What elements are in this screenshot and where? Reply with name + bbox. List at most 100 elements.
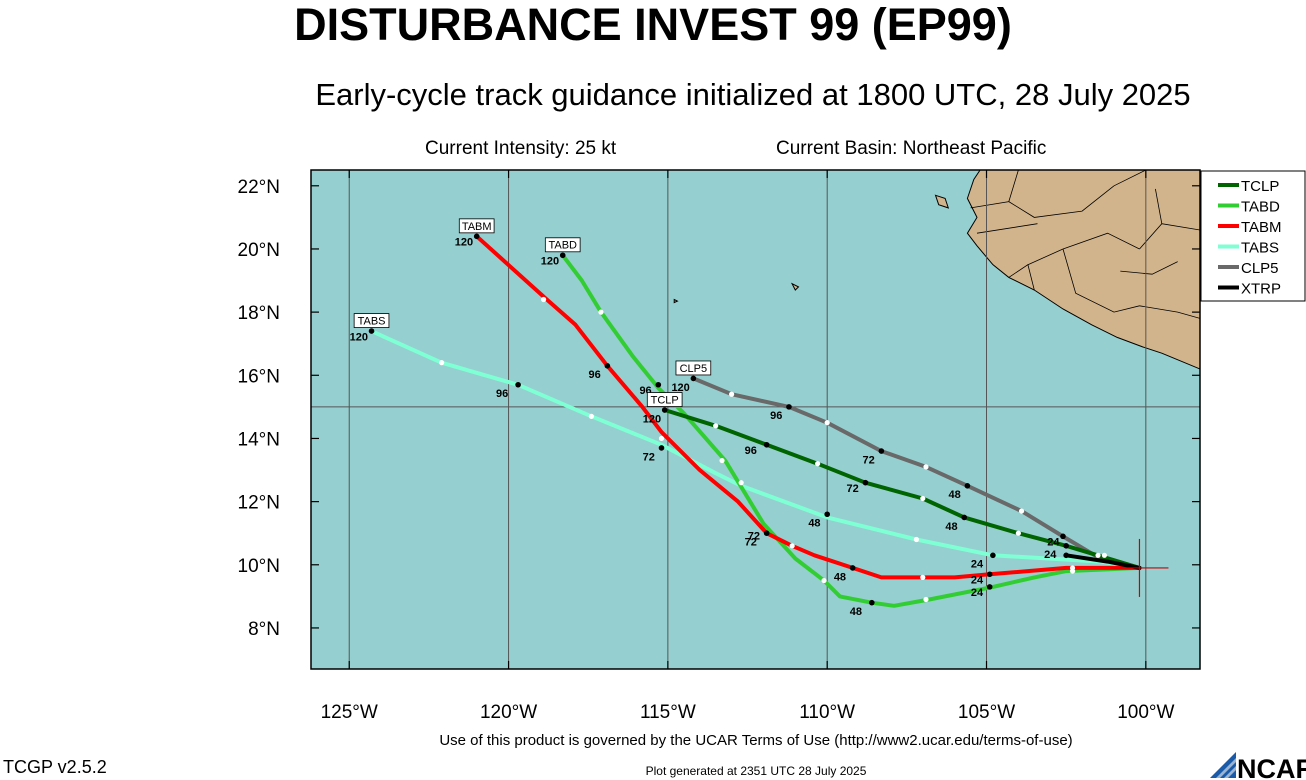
land-isla-socorro xyxy=(790,282,800,291)
forecast-hour-label: 120 xyxy=(455,237,473,249)
model-tag-clp5: CLP5 xyxy=(680,363,708,375)
track-map: 244896120TABS24487296120TABD244872729612… xyxy=(238,169,1306,723)
forecast-hour-label: 120 xyxy=(350,331,368,343)
legend: TCLP TABD TABM TABS CLP5 XTRP xyxy=(1200,170,1306,302)
track-point-tclp xyxy=(862,479,869,486)
track-point-tabs xyxy=(1101,552,1108,558)
y-tick-label: 16°N xyxy=(238,366,280,387)
map-content: 244896120TABS24487296120TABD244872729612… xyxy=(310,169,1201,670)
track-point-clp5 xyxy=(690,375,697,382)
page-subtitle: Early-cycle track guidance initialized a… xyxy=(0,78,1306,112)
forecast-hour-label: 48 xyxy=(945,521,957,533)
track-point-tabm xyxy=(920,574,926,581)
forecast-hour-label: 72 xyxy=(748,530,760,542)
forecast-hour-label: 120 xyxy=(671,382,689,394)
track-point-tabs xyxy=(439,360,445,366)
track-xtrp xyxy=(1064,553,1142,570)
forecast-hour-label: 24 xyxy=(971,574,984,586)
track-point-clp5 xyxy=(964,483,971,489)
track-point-tabd xyxy=(869,599,875,606)
y-tick-label: 10°N xyxy=(238,556,280,577)
forecast-hour-label: 48 xyxy=(949,489,961,501)
legend-box xyxy=(1200,170,1306,302)
track-point-tabs xyxy=(368,328,375,334)
track-point-tabd xyxy=(655,381,662,388)
state-border xyxy=(1008,185,1115,218)
y-tick-label: 12°N xyxy=(238,493,280,514)
x-tick-label: 100°W xyxy=(1117,702,1174,723)
track-point-tclp xyxy=(713,423,719,429)
y-tick-label: 18°N xyxy=(238,303,280,324)
forecast-hour-label: 48 xyxy=(834,571,846,583)
map-axes: 125°W 120°W 115°W 110°W 105°W 100°W 8°N 10°N 12°… xyxy=(238,170,1200,723)
track-point-clp5 xyxy=(824,420,830,426)
legend-label-tabd: TABD xyxy=(1241,199,1280,216)
forecast-hour-label: 48 xyxy=(808,518,820,530)
ncar-logo-mark xyxy=(1210,752,1236,778)
track-point-tabm xyxy=(658,445,665,451)
track-point-clp5 xyxy=(1095,552,1101,558)
x-tick-label: 105°W xyxy=(958,702,1015,723)
track-point-tclp xyxy=(661,407,668,413)
forecast-hour-label: 48 xyxy=(850,606,862,618)
model-tag-tabd: TABD xyxy=(548,240,577,252)
track-point-tabd xyxy=(719,457,725,464)
track-point-tabd xyxy=(821,577,827,584)
terms-of-use: Use of this product is governed by the U… xyxy=(439,732,1073,749)
track-point-tabm xyxy=(1069,565,1076,571)
forecast-hour-label: 96 xyxy=(496,388,508,400)
x-tick-label: 115°W xyxy=(640,702,696,723)
track-point-tclp xyxy=(961,514,968,521)
track-point-clp5 xyxy=(729,391,735,397)
generated-timestamp: Plot generated at 2351 UTC 28 July 2025 xyxy=(645,764,867,778)
track-point-tabm xyxy=(658,435,665,442)
forecast-hour-label: 24 xyxy=(971,559,984,571)
y-tick-label: 22°N xyxy=(238,177,280,198)
forecast-hour-label: 72 xyxy=(745,537,757,549)
ncar-logo: NCAR xyxy=(1210,752,1306,780)
forecast-hour-label: 96 xyxy=(770,410,782,422)
track-point-tabm xyxy=(849,565,856,571)
current-basin: Current Basin: Northeast Pacific xyxy=(776,138,1047,159)
track-point-tclp xyxy=(920,495,926,502)
track-point-tabs xyxy=(913,536,920,543)
track-point-tclp xyxy=(763,441,770,448)
forecast-hour-label: 24 xyxy=(971,587,984,599)
model-tag-box xyxy=(544,237,581,253)
track-tclp xyxy=(662,408,1142,570)
track-point-clp5 xyxy=(923,464,929,470)
x-tick-label: 120°W xyxy=(480,702,537,723)
y-tick-label: 14°N xyxy=(238,429,280,450)
current-intensity: Current Intensity: 25 kt xyxy=(425,138,617,159)
track-point-tabm xyxy=(789,543,795,549)
track-point-clp5 xyxy=(786,404,792,410)
track-point-tabm xyxy=(541,296,547,303)
track-point-tabd xyxy=(598,309,604,315)
track-tabd xyxy=(560,253,1142,608)
track-point-xtrp xyxy=(1063,552,1069,559)
state-border xyxy=(976,223,1038,234)
track-point-tabm xyxy=(986,571,993,578)
track-point-tabd xyxy=(986,584,993,590)
state-border xyxy=(1139,305,1200,319)
model-tag-box xyxy=(353,313,390,328)
track-point-tclp xyxy=(815,461,821,467)
model-tag-tabm: TABM xyxy=(462,221,492,233)
forecast-hour-label: 24 xyxy=(1044,549,1057,561)
legend-label-tabm: TABM xyxy=(1241,219,1282,236)
forecast-hour-label: 96 xyxy=(745,445,757,457)
track-tabm xyxy=(474,234,1142,580)
x-tick-label: 125°W xyxy=(321,702,378,723)
forecast-hour-label: 72 xyxy=(862,454,874,466)
map-layers: 244896120TABS24487296120TABD244872729612… xyxy=(311,170,1200,669)
tracks: 244896120TABS24487296120TABD244872729612… xyxy=(350,218,1142,618)
track-point-tabs xyxy=(515,381,521,388)
legend-label-tabs: TABS xyxy=(1241,240,1279,257)
state-border xyxy=(1155,188,1163,224)
track-tabs xyxy=(369,329,1142,570)
version-label: TCGP v2.5.2 xyxy=(3,757,107,777)
track-point-tabs xyxy=(588,413,595,419)
land-isla-clarion xyxy=(673,298,679,304)
track-point-tclp xyxy=(1063,543,1069,549)
track-point-tclp xyxy=(1015,530,1021,536)
